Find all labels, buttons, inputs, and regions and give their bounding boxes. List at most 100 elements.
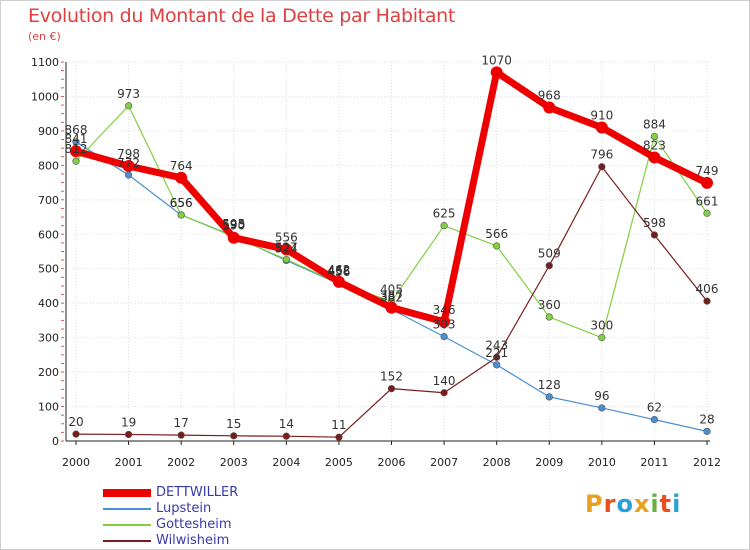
data-label: 15 (226, 417, 241, 431)
logo-letter: i (650, 490, 660, 518)
data-label: 11 (331, 418, 346, 432)
data-point (122, 160, 135, 173)
plot-area (66, 62, 710, 441)
logo-letter: x (633, 490, 651, 518)
x-tick-label: 2002 (167, 456, 195, 469)
data-label: 796 (590, 148, 613, 162)
legend-swatch (103, 489, 151, 497)
data-label: 868 (65, 123, 88, 137)
data-label: 593 (222, 218, 245, 232)
data-label: 128 (538, 378, 561, 392)
data-point (650, 231, 659, 239)
data-label: 772 (117, 156, 140, 170)
data-point (72, 157, 80, 165)
data-point (703, 297, 711, 305)
legend-label: Wilwisheim (156, 533, 230, 548)
data-label: 884 (643, 117, 666, 131)
y-tick-label: 100 (38, 401, 59, 414)
data-point (490, 66, 503, 79)
data-point (493, 361, 501, 369)
data-point (545, 313, 553, 321)
data-point (440, 389, 448, 397)
data-point (440, 222, 448, 230)
data-label: 598 (643, 216, 666, 230)
data-point (438, 315, 451, 328)
logo-letter: P (585, 490, 604, 518)
data-point (385, 301, 398, 314)
chart-subtitle: (en €) (28, 30, 61, 43)
data-point (230, 432, 238, 440)
data-label: 524 (275, 241, 298, 255)
data-point (648, 151, 661, 164)
data-label: 140 (433, 374, 456, 388)
logo-letter: i (672, 490, 682, 518)
x-tick-label: 2011 (640, 456, 668, 469)
x-tick-label: 2006 (378, 456, 406, 469)
data-point (493, 242, 501, 250)
x-tick-label: 2005 (325, 456, 353, 469)
data-label: 221 (485, 346, 508, 360)
data-label: 462 (327, 263, 350, 277)
data-point (543, 101, 556, 114)
data-label: 387 (380, 289, 403, 303)
data-label: 509 (538, 247, 561, 261)
data-point (280, 243, 293, 256)
data-label: 566 (485, 227, 508, 241)
x-tick-label: 2012 (693, 456, 721, 469)
data-point (701, 176, 713, 189)
x-tick-label: 2003 (220, 456, 248, 469)
data-label: 968 (538, 88, 561, 102)
x-tick-label: 2008 (483, 456, 511, 469)
data-label: 152 (380, 370, 403, 384)
data-point (493, 353, 501, 361)
y-tick-label: 800 (38, 159, 59, 172)
data-point (124, 430, 133, 439)
data-label: 656 (170, 196, 193, 210)
data-point (545, 262, 553, 270)
data-point (124, 171, 133, 179)
data-label: 19 (121, 415, 136, 429)
x-tick-label: 2007 (430, 456, 458, 469)
data-label: 360 (538, 298, 561, 312)
legend-swatch (103, 540, 151, 542)
data-point (282, 255, 290, 264)
logo-letter: r (603, 490, 617, 518)
data-point (335, 433, 343, 441)
data-point (703, 209, 711, 217)
data-label: 590 (222, 219, 245, 233)
data-label: 14 (279, 417, 294, 431)
legend-swatch (103, 508, 151, 510)
logo-letter: o (616, 490, 634, 518)
data-label: 20 (68, 415, 83, 429)
data-label: 62 (647, 401, 662, 415)
data-label: 17 (174, 416, 189, 430)
data-label: 96 (594, 389, 609, 403)
legend-label: Lupstein (156, 501, 212, 516)
data-label: 625 (433, 207, 456, 221)
data-point (545, 393, 553, 401)
data-label: 910 (590, 108, 613, 122)
data-point (650, 132, 659, 141)
data-point (175, 171, 188, 184)
data-label: 28 (699, 412, 714, 426)
data-point (387, 385, 396, 393)
data-label: 405 (380, 282, 403, 296)
data-point (595, 121, 608, 134)
data-point (440, 333, 448, 341)
data-point (332, 275, 345, 288)
legend-label: Gottesheim (156, 517, 232, 532)
data-label: 595 (222, 217, 245, 231)
data-label: 661 (696, 194, 719, 208)
y-tick-label: 1000 (31, 90, 59, 103)
y-tick-label: 300 (38, 332, 59, 345)
data-point (124, 102, 133, 110)
data-label: 382 (380, 290, 403, 304)
y-tick-label: 600 (38, 228, 59, 241)
y-tick-label: 700 (38, 194, 59, 207)
x-tick-label: 2004 (272, 456, 300, 469)
data-point (177, 431, 185, 439)
data-point (72, 138, 80, 146)
data-label: 841 (65, 132, 88, 146)
